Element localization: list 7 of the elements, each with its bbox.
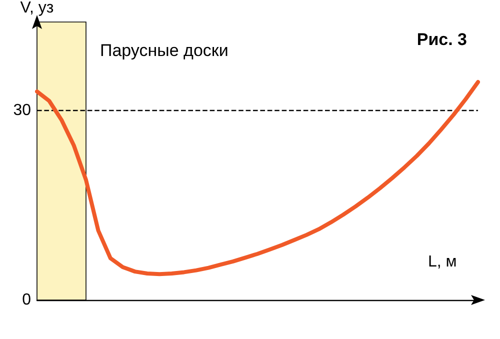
text: Рис. 3 <box>416 30 468 49</box>
y-axis-title: V, уз <box>20 0 54 16</box>
y-tick-label: 30 <box>13 102 32 119</box>
y-tick-label: 0 <box>22 292 32 308</box>
line-series <box>35 80 480 276</box>
annotation: Парусные доски <box>100 41 228 60</box>
x-axis-title: L, м <box>428 254 457 270</box>
